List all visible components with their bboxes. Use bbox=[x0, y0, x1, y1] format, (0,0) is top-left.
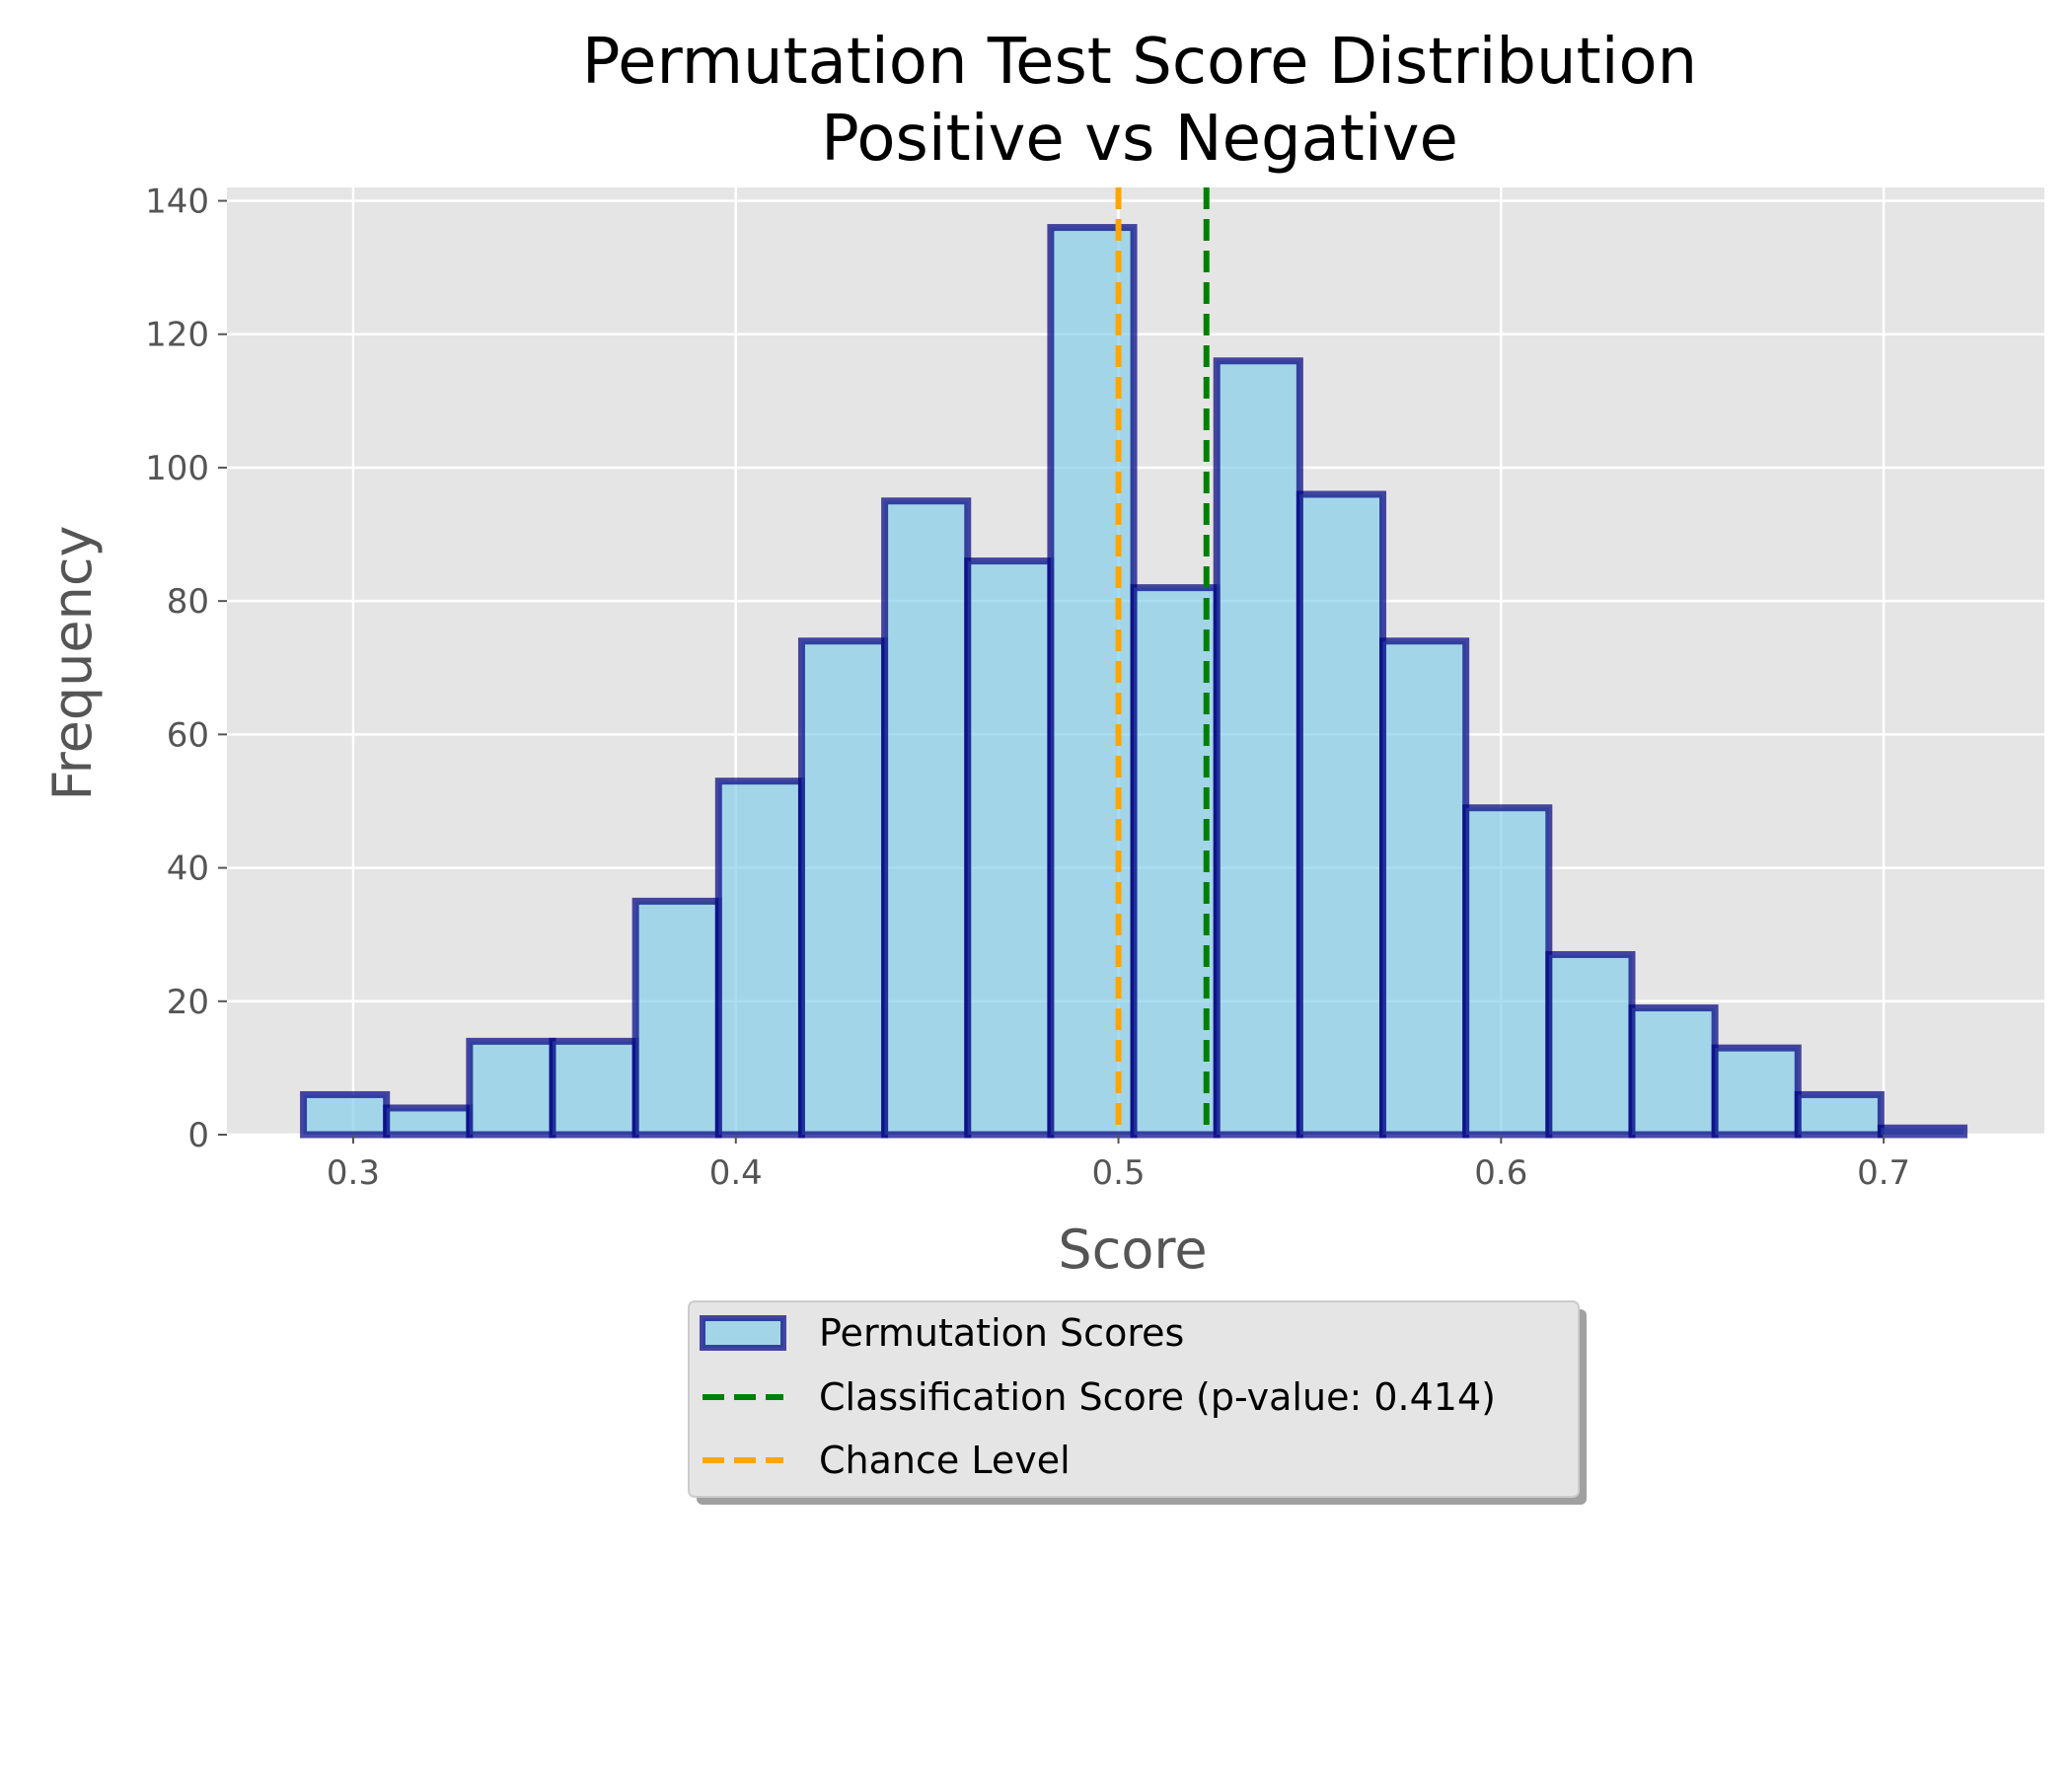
x-tick-label: 0.6 bbox=[1474, 1153, 1527, 1193]
y-tick-label: 80 bbox=[167, 582, 209, 622]
x-tick-label: 0.5 bbox=[1092, 1153, 1146, 1193]
y-tick-label: 0 bbox=[187, 1116, 209, 1155]
axis-ticks: 0.3 0.4 0.5 0.6 0.7 0 20 40 60 80 100 120 140 bbox=[145, 183, 1910, 1193]
histogram-bar bbox=[1462, 804, 1553, 1139]
legend-label-permutation: Permutation Scores bbox=[819, 1311, 1184, 1355]
x-tick-label: 0.7 bbox=[1857, 1153, 1910, 1193]
histogram-bar bbox=[964, 557, 1055, 1139]
y-tick-label: 20 bbox=[167, 983, 209, 1022]
histogram-bar bbox=[1877, 1124, 1968, 1139]
reference-lines bbox=[1115, 187, 1210, 1135]
histogram-bar bbox=[881, 497, 972, 1139]
histogram-bar bbox=[383, 1104, 474, 1139]
y-axis-label: Frequency bbox=[41, 526, 104, 801]
histogram-bar bbox=[1628, 1004, 1719, 1139]
legend-swatch-permutation bbox=[700, 1315, 786, 1351]
histogram-bar bbox=[1711, 1044, 1802, 1139]
legend-label-chance: Chance Level bbox=[819, 1439, 1071, 1482]
y-tick-label: 140 bbox=[145, 183, 209, 222]
histogram-bar bbox=[1130, 584, 1221, 1139]
histogram-bar bbox=[1295, 490, 1387, 1139]
histogram-bar bbox=[714, 777, 805, 1139]
histogram-bar bbox=[1379, 637, 1470, 1139]
y-tick-label: 120 bbox=[145, 316, 209, 355]
x-tick-label: 0.3 bbox=[327, 1153, 380, 1193]
legend-label-classification: Classification Score (p-value: 0.414) bbox=[819, 1375, 1496, 1419]
histogram-bar bbox=[300, 1090, 391, 1139]
chart-subtitle: Positive vs Negative bbox=[821, 103, 1458, 176]
x-tick-label: 0.4 bbox=[709, 1153, 763, 1193]
chart-title: Permutation Test Score Distribution bbox=[582, 26, 1697, 99]
histogram-bar bbox=[1794, 1090, 1885, 1139]
y-tick-label: 40 bbox=[167, 850, 209, 889]
y-tick-label: 60 bbox=[167, 715, 209, 755]
histogram-bar bbox=[631, 897, 722, 1139]
histogram-bar bbox=[466, 1037, 556, 1139]
x-axis-label: Score bbox=[1058, 1219, 1207, 1281]
legend: Permutation Scores Classification Score … bbox=[688, 1300, 1587, 1505]
histogram-bars bbox=[300, 224, 1968, 1139]
histogram-bar bbox=[797, 637, 889, 1139]
histogram-bar bbox=[1545, 950, 1636, 1139]
y-tick-label: 100 bbox=[145, 449, 209, 488]
histogram-bar bbox=[1213, 357, 1303, 1139]
histogram-bar bbox=[549, 1037, 639, 1139]
legend-box bbox=[688, 1300, 1580, 1498]
